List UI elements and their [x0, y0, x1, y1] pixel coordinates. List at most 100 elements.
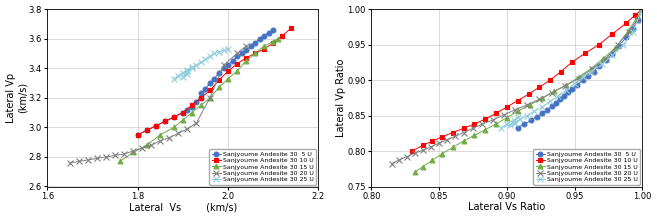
Sanjyoume Andesite 30 15 U: [599, 57, 607, 60]
Sanjyoume Andesite 30  5 U: [595, 65, 603, 67]
Sanjyoume Andesite 30  5 U: [543, 109, 551, 111]
Sanjyoume Andesite 30 15 U: [449, 146, 457, 149]
Sanjyoume Andesite 30 20 U: [175, 132, 183, 135]
Sanjyoume Andesite 30 25 U: [202, 58, 210, 61]
Sanjyoume Andesite 30 15 U: [215, 86, 223, 89]
Sanjyoume Andesite 30 20 U: [147, 144, 155, 146]
Sanjyoume Andesite 30 10 U: [287, 27, 295, 30]
Sanjyoume Andesite 30 10 U: [224, 70, 232, 72]
Sanjyoume Andesite 30  5 U: [242, 49, 250, 52]
Sanjyoume Andesite 30 25 U: [183, 70, 191, 72]
Sanjyoume Andesite 30  5 U: [639, 8, 646, 10]
Sanjyoume Andesite 30 15 U: [625, 29, 633, 32]
Sanjyoume Andesite 30 20 U: [427, 145, 435, 148]
Sanjyoume Andesite 30  5 U: [260, 34, 268, 37]
Sanjyoume Andesite 30 25 U: [530, 110, 538, 112]
Sanjyoume Andesite 30 10 U: [143, 129, 150, 132]
Sanjyoume Andesite 30 15 U: [156, 133, 164, 136]
Sanjyoume Andesite 30  5 U: [622, 36, 630, 39]
Sanjyoume Andesite 30 25 U: [206, 55, 214, 58]
Sanjyoume Andesite 30 10 U: [251, 52, 259, 55]
Sanjyoume Andesite 30  5 U: [256, 37, 263, 40]
Sanjyoume Andesite 30 25 U: [608, 54, 616, 56]
Sanjyoume Andesite 30 25 U: [497, 126, 505, 129]
Sanjyoume Andesite 30  5 U: [556, 98, 564, 100]
Y-axis label: Lateral Vp
(km/s): Lateral Vp (km/s): [5, 73, 27, 123]
Legend: Sanjyoume Andesite 30  5 U, Sanjyoume Andesite 30 10 U, Sanjyoume Andesite 30 15: Sanjyoume Andesite 30 5 U, Sanjyoume And…: [533, 149, 641, 185]
Sanjyoume Andesite 30  5 U: [574, 84, 581, 86]
Sanjyoume Andesite 30 15 U: [411, 171, 419, 174]
Sanjyoume Andesite 30 10 U: [242, 56, 250, 59]
Sanjyoume Andesite 30  5 U: [533, 116, 541, 118]
Sanjyoume Andesite 30 20 U: [588, 67, 596, 70]
Sanjyoume Andesite 30  5 U: [229, 60, 237, 62]
Sanjyoume Andesite 30  5 U: [224, 64, 232, 66]
Sanjyoume Andesite 30 25 U: [511, 121, 519, 124]
Sanjyoume Andesite 30 15 U: [470, 134, 478, 137]
Sanjyoume Andesite 30  5 U: [183, 108, 191, 111]
Sanjyoume Andesite 30 20 U: [575, 77, 583, 80]
Sanjyoume Andesite 30 15 U: [611, 47, 619, 49]
Line: Sanjyoume Andesite 30 15 U: Sanjyoume Andesite 30 15 U: [413, 7, 645, 175]
Sanjyoume Andesite 30  5 U: [215, 71, 223, 74]
Sanjyoume Andesite 30 15 U: [251, 52, 259, 55]
Sanjyoume Andesite 30 10 U: [595, 43, 603, 46]
Sanjyoume Andesite 30 20 U: [166, 136, 173, 139]
Sanjyoume Andesite 30 20 U: [459, 131, 467, 134]
Sanjyoume Andesite 30 20 U: [388, 162, 396, 165]
Sanjyoume Andesite 30 20 U: [469, 127, 477, 130]
Sanjyoume Andesite 30 15 U: [233, 70, 241, 72]
X-axis label: Lateral Vs Ratio: Lateral Vs Ratio: [468, 203, 545, 213]
Sanjyoume Andesite 30 20 U: [602, 57, 610, 60]
Sanjyoume Andesite 30 20 U: [139, 147, 147, 149]
Sanjyoume Andesite 30  5 U: [589, 70, 597, 73]
Sanjyoume Andesite 30 15 U: [129, 151, 137, 154]
Sanjyoume Andesite 30 15 U: [562, 84, 570, 86]
Sanjyoume Andesite 30 15 U: [419, 165, 427, 168]
Sanjyoume Andesite 30 10 U: [161, 120, 169, 123]
Sanjyoume Andesite 30  5 U: [179, 111, 187, 114]
Sanjyoume Andesite 30  5 U: [520, 123, 528, 125]
Sanjyoume Andesite 30  5 U: [238, 52, 246, 55]
Sanjyoume Andesite 30 20 U: [633, 19, 641, 22]
Sanjyoume Andesite 30 10 U: [170, 116, 178, 118]
Sanjyoume Andesite 30 10 U: [197, 97, 205, 99]
Sanjyoume Andesite 30 15 U: [428, 159, 436, 162]
Sanjyoume Andesite 30  5 U: [161, 120, 169, 123]
Sanjyoume Andesite 30 25 U: [179, 76, 187, 78]
Sanjyoume Andesite 30 20 U: [219, 64, 227, 66]
Sanjyoume Andesite 30  5 U: [616, 45, 623, 47]
Sanjyoume Andesite 30 25 U: [210, 52, 218, 55]
Sanjyoume Andesite 30 15 U: [188, 111, 196, 114]
Sanjyoume Andesite 30 15 U: [269, 40, 277, 43]
Sanjyoume Andesite 30 25 U: [224, 48, 232, 50]
Sanjyoume Andesite 30 20 U: [129, 150, 137, 152]
Sanjyoume Andesite 30 25 U: [514, 116, 522, 118]
Sanjyoume Andesite 30  5 U: [197, 97, 205, 99]
Sanjyoume Andesite 30 15 U: [492, 123, 500, 125]
Sanjyoume Andesite 30 20 U: [451, 135, 459, 137]
Sanjyoume Andesite 30 15 U: [242, 60, 250, 62]
Sanjyoume Andesite 30 10 U: [269, 42, 277, 44]
Sanjyoume Andesite 30 20 U: [511, 109, 519, 111]
Sanjyoume Andesite 30 10 U: [459, 127, 467, 130]
Sanjyoume Andesite 30  5 U: [528, 119, 535, 122]
Sanjyoume Andesite 30 25 U: [179, 71, 187, 74]
Sanjyoume Andesite 30 25 U: [620, 43, 627, 46]
Sanjyoume Andesite 30  5 U: [547, 105, 555, 108]
Sanjyoume Andesite 30 25 U: [183, 68, 191, 71]
Sanjyoume Andesite 30 25 U: [193, 64, 200, 66]
Sanjyoume Andesite 30  5 U: [246, 45, 254, 47]
Sanjyoume Andesite 30 15 U: [206, 97, 214, 99]
Sanjyoume Andesite 30 10 U: [188, 104, 196, 106]
Sanjyoume Andesite 30  5 U: [602, 59, 610, 61]
Sanjyoume Andesite 30 25 U: [598, 63, 606, 66]
Sanjyoume Andesite 30 20 U: [120, 153, 128, 155]
Sanjyoume Andesite 30  5 U: [579, 79, 587, 81]
Sanjyoume Andesite 30 25 U: [516, 118, 524, 120]
Line: Sanjyoume Andesite 30 10 U: Sanjyoume Andesite 30 10 U: [135, 26, 294, 137]
Line: Sanjyoume Andesite 30 15 U: Sanjyoume Andesite 30 15 U: [117, 36, 280, 164]
Sanjyoume Andesite 30 10 U: [260, 48, 268, 50]
Line: Sanjyoume Andesite 30 10 U: Sanjyoume Andesite 30 10 U: [409, 7, 645, 153]
Sanjyoume Andesite 30 20 U: [206, 97, 214, 99]
